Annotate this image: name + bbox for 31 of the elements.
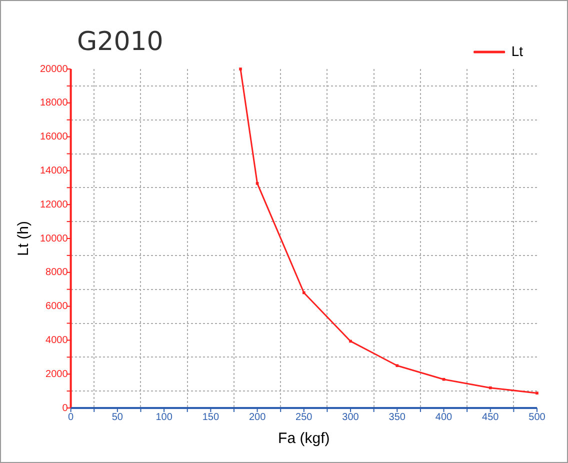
- x-tick-label: 200: [248, 412, 266, 423]
- legend-label: Lt: [511, 42, 524, 59]
- y-tick-label: 8000: [46, 267, 68, 278]
- x-tick-label: 250: [296, 412, 313, 423]
- point: [349, 340, 352, 343]
- y-tick-label: 6000: [46, 301, 68, 312]
- x-tick-label: 450: [482, 412, 500, 423]
- point: [396, 364, 399, 368]
- x-tick-label: 50: [112, 412, 124, 423]
- x-tick-label: 400: [435, 412, 453, 423]
- x-tick-label: 100: [156, 412, 173, 423]
- y-axis-title: Lt (h): [15, 220, 32, 256]
- x-axis-title: Fa (kgf): [278, 430, 330, 448]
- y-tick-label: 0: [62, 402, 68, 414]
- x-tick-label: 500: [528, 412, 546, 423]
- point: [256, 182, 259, 185]
- y-tick-label: 18000: [40, 98, 68, 109]
- point: [302, 291, 306, 294]
- y-tick-label: 12000: [40, 199, 68, 210]
- y-tick-label: 4000: [46, 334, 68, 346]
- y-tick-label: 16000: [40, 132, 68, 143]
- x-tick-label: 300: [342, 412, 360, 423]
- point: [442, 378, 446, 381]
- point: [488, 386, 492, 390]
- y-tick-label: 10000: [40, 233, 68, 244]
- y-tick-label: 14000: [40, 165, 68, 176]
- x-tick-label: 150: [202, 412, 220, 423]
- y-tick-label: 20000: [40, 64, 68, 75]
- x-tick-label: 350: [388, 412, 406, 423]
- chart-title: G2010: [77, 27, 164, 57]
- y-tick-label: 2000: [46, 368, 68, 380]
